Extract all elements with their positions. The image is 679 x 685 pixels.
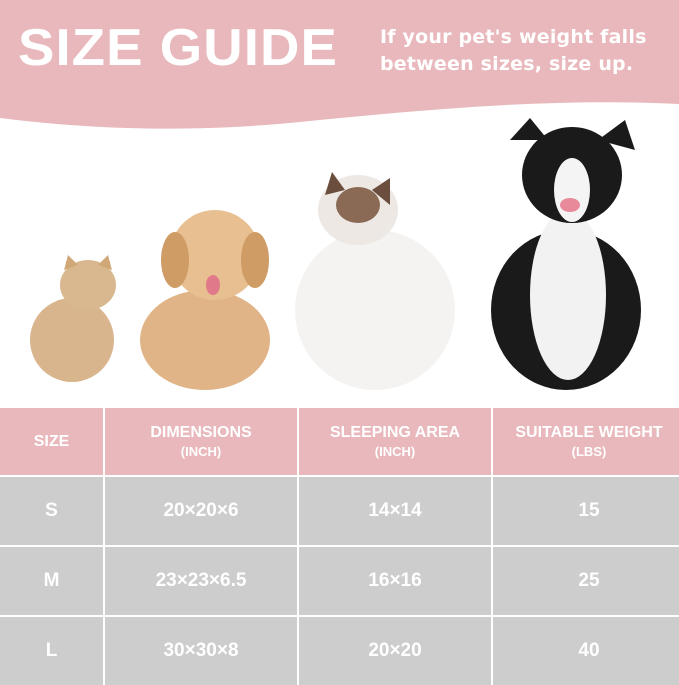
header-unit: (INCH): [374, 444, 416, 459]
pets-photo: [30, 118, 641, 390]
cell-size: M: [0, 547, 103, 615]
cell-dimensions: 20×20×6: [105, 477, 297, 545]
header-unit: (LBS): [571, 444, 607, 459]
header-suitable-weight: SUITABLE WEIGHT (LBS): [493, 408, 679, 475]
cell-size: L: [0, 617, 103, 685]
cell-size: S: [0, 477, 103, 545]
header-size: SIZE: [0, 408, 103, 475]
header-sleeping-area: SLEEPING AREA (INCH): [299, 408, 491, 475]
header-label: DIMENSIONS: [150, 424, 252, 441]
size-note-line-2: between sizes, size up.: [380, 53, 634, 75]
small-cat-image: [30, 255, 116, 382]
header-label: SUITABLE WEIGHT: [515, 424, 663, 441]
header-banner: [0, 0, 679, 129]
ragdoll-cat-image: [295, 172, 455, 390]
size-note: If your pet's weight falls between sizes…: [380, 24, 647, 78]
border-collie-dog-image: [491, 118, 641, 390]
cell-sleeping-area: 16×16: [299, 547, 491, 615]
header-label: SLEEPING AREA: [329, 424, 461, 441]
cell-weight: 40: [493, 617, 679, 685]
size-note-line-1: If your pet's weight falls: [380, 26, 647, 48]
cell-sleeping-area: 14×14: [299, 477, 491, 545]
cell-weight: 25: [493, 547, 679, 615]
header-unit: (INCH): [180, 444, 222, 459]
page-title: SIZE GUIDE: [18, 19, 338, 77]
header-dimensions: DIMENSIONS (INCH): [105, 408, 297, 475]
size-table: SIZE DIMENSIONS (INCH) SLEEPING AREA (INCH…: [0, 408, 679, 685]
poodle-dog-image: [140, 210, 270, 390]
cell-dimensions: 23×23×6.5: [105, 547, 297, 615]
cell-dimensions: 30×30×8: [105, 617, 297, 685]
header-label: SIZE: [33, 432, 70, 450]
cell-sleeping-area: 20×20: [299, 617, 491, 685]
cell-weight: 15: [493, 477, 679, 545]
